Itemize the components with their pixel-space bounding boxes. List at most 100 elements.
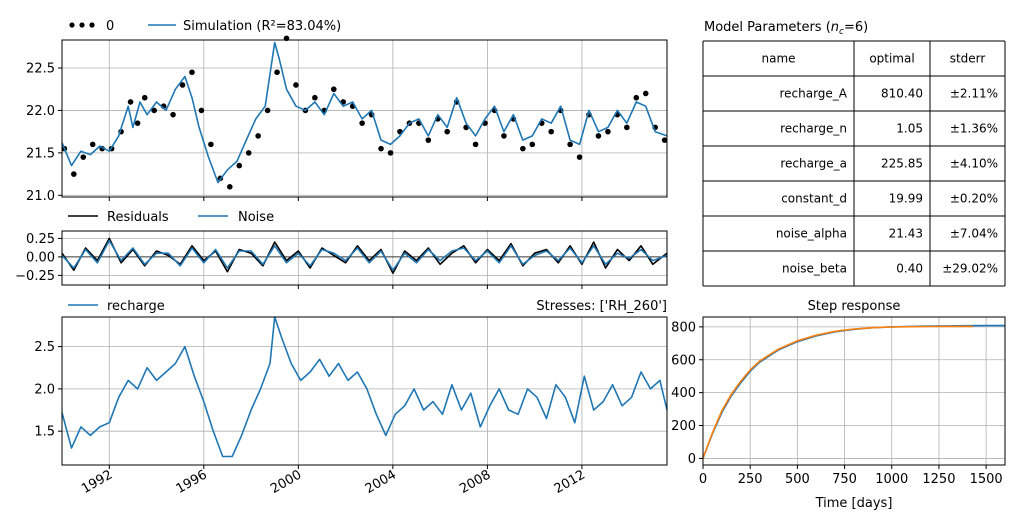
step-response-series bbox=[702, 324, 1005, 459]
table-cell: 21.43 bbox=[889, 227, 923, 241]
y-tick-label: 21.0 bbox=[26, 189, 55, 204]
observation-point bbox=[425, 137, 432, 143]
step-response-title: Step response bbox=[808, 299, 901, 314]
observation-point bbox=[378, 145, 384, 152]
table-cell: 810.40 bbox=[881, 87, 923, 101]
observation-point bbox=[89, 141, 96, 148]
observation-point bbox=[80, 154, 87, 160]
y-tick-label: 22.0 bbox=[26, 104, 55, 119]
x-tick-label: 500 bbox=[785, 472, 810, 487]
table-header-optimal: optimal bbox=[869, 52, 914, 66]
y-tick-label: 600 bbox=[671, 353, 696, 368]
observation-point bbox=[330, 86, 337, 93]
legend-observations-marker bbox=[69, 22, 95, 28]
observation-point bbox=[387, 150, 394, 156]
stresses-title: Stresses: ['RH_260'] bbox=[536, 299, 667, 314]
parameters-panel: Model Parameters (nc=6) name optimal stder… bbox=[702, 20, 1006, 287]
table-cell: recharge_A bbox=[779, 87, 847, 101]
x-tick-label: 2008 bbox=[457, 467, 493, 497]
x-tick-label: 750 bbox=[832, 472, 857, 487]
x-tick-label: 1500 bbox=[970, 472, 1003, 487]
step-response-xlabel: Time [days] bbox=[815, 496, 893, 511]
legend-noise-label: Noise bbox=[238, 210, 274, 225]
table-cell: noise_beta bbox=[782, 262, 847, 276]
table-cell: 0.40 bbox=[896, 262, 923, 276]
observation-point bbox=[472, 141, 479, 148]
parameters-title: Model Parameters (nc=6) bbox=[704, 20, 868, 37]
table-cell: noise_alpha bbox=[776, 227, 847, 241]
legend-residuals-label: Residuals bbox=[107, 210, 169, 225]
table-cell: recharge_n bbox=[780, 122, 847, 136]
observation-point bbox=[501, 133, 507, 139]
legend-observations-label: 0 bbox=[106, 19, 114, 34]
y-tick-label: 21.5 bbox=[26, 146, 55, 161]
x-tick-label: 2004 bbox=[363, 467, 399, 497]
y-tick-label: 200 bbox=[671, 419, 696, 434]
table-cell: recharge_a bbox=[780, 157, 847, 171]
recharge-axes-frame bbox=[61, 316, 668, 466]
legend-simulation-label: Simulation (R²=83.04%) bbox=[183, 19, 341, 34]
x-tick-label: 2012 bbox=[552, 467, 588, 497]
y-tick-label: 0.25 bbox=[26, 232, 55, 247]
observation-point bbox=[208, 141, 214, 148]
observation-point bbox=[226, 184, 233, 190]
residuals-axes-frame bbox=[61, 230, 668, 286]
observation-point bbox=[134, 120, 141, 126]
table-cell: 19.99 bbox=[889, 192, 923, 206]
table-cell: ±2.11% bbox=[950, 87, 998, 101]
observation-point bbox=[274, 69, 280, 76]
head-series bbox=[61, 35, 668, 190]
observation-point bbox=[359, 120, 365, 126]
observation-point bbox=[264, 107, 271, 114]
y-tick-label: 2.5 bbox=[34, 340, 55, 355]
step-response-panel: Step response 0 200 400 600 800 0 250 500 750 10… bbox=[671, 299, 1006, 511]
x-tick-label: 2000 bbox=[268, 467, 304, 497]
recharge-series bbox=[61, 316, 668, 458]
table-cell: ±29.02% bbox=[942, 262, 998, 276]
observation-point bbox=[245, 150, 252, 156]
observation-point bbox=[605, 128, 611, 135]
observation-point bbox=[595, 133, 602, 139]
observation-point bbox=[567, 141, 573, 148]
observation-point bbox=[576, 154, 583, 160]
x-tick-label: 1992 bbox=[79, 467, 115, 497]
observation-point bbox=[633, 94, 640, 101]
parameters-title-text: Model Parameters ( bbox=[704, 20, 831, 35]
x-tick-label: 1250 bbox=[922, 472, 955, 487]
y-tick-label: 2.0 bbox=[34, 382, 55, 397]
parameters-title-subscript: c bbox=[839, 27, 844, 37]
observation-point bbox=[293, 82, 299, 88]
observation-point bbox=[189, 69, 195, 76]
head-legend: 0 Simulation (R²=83.04%) bbox=[69, 19, 341, 34]
y-tick-label: 0.00 bbox=[26, 250, 55, 265]
observation-point bbox=[127, 99, 134, 105]
x-tick-label: 250 bbox=[738, 472, 763, 487]
parameters-title-tail: =6) bbox=[844, 20, 868, 35]
observation-point bbox=[529, 141, 536, 148]
parameters-title-symbol: n bbox=[831, 20, 839, 35]
observation-point bbox=[179, 82, 186, 88]
x-tick-label: 0 bbox=[699, 472, 707, 487]
y-tick-label: 800 bbox=[671, 320, 696, 335]
observation-point bbox=[198, 107, 205, 114]
observation-point bbox=[642, 90, 649, 97]
step-response-axes-frame bbox=[702, 316, 1006, 466]
series-line-blue bbox=[702, 324, 1005, 459]
series-line-noise bbox=[61, 239, 668, 272]
residuals-series bbox=[61, 237, 668, 275]
series-line-simulation bbox=[61, 41, 668, 184]
observation-point bbox=[151, 107, 157, 114]
y-tick-label: 22.5 bbox=[26, 62, 55, 77]
table-cell: ±1.36% bbox=[950, 122, 998, 136]
head-panel: 21.0 21.5 22.0 22.5 0 Simulation (R²=83.04%… bbox=[26, 19, 668, 204]
observation-point bbox=[71, 171, 77, 177]
observation-point bbox=[624, 124, 630, 131]
residuals-panel: −0.25 0.00 0.25 Residuals Noise bbox=[15, 210, 668, 289]
series-line-recharge bbox=[61, 316, 668, 458]
y-tick-label: −0.25 bbox=[15, 269, 55, 284]
table-header-stderr: stderr bbox=[950, 52, 986, 66]
x-tick-label: 1996 bbox=[174, 467, 210, 497]
observation-point bbox=[312, 94, 318, 101]
x-tick-label: 1000 bbox=[875, 472, 908, 487]
